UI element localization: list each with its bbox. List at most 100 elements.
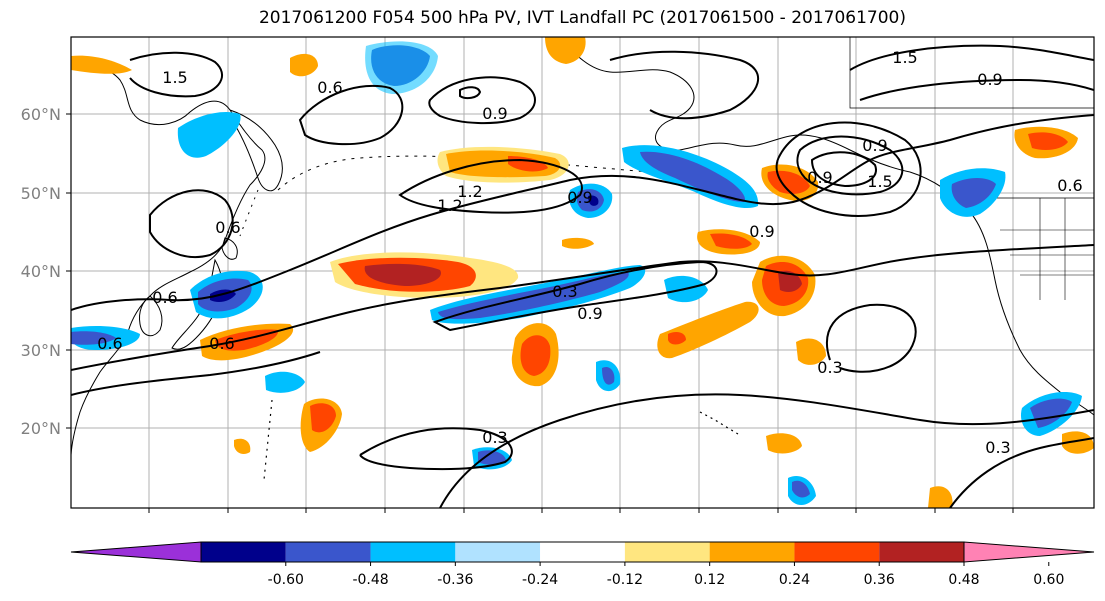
colorbar-tick-label: -0.60: [268, 572, 304, 588]
pv-contour: [849, 44, 1094, 71]
colorbar-bin: [879, 542, 964, 562]
ivt-positive-region: [364, 263, 441, 286]
colorbar-bin: [370, 542, 456, 562]
colorbar-tick-label: -0.12: [607, 572, 643, 588]
hokkaido-coastline: [221, 237, 238, 260]
ivt-negative-region: [71, 331, 116, 345]
pv-contour: [459, 86, 482, 100]
contour-label: 0.9: [482, 104, 507, 123]
contour-label: 0.9: [749, 222, 774, 241]
longitude-axis: 130°E 140°E 150°E 160°E 170°E 180°W 170°W 160°W…: [125, 508, 1041, 520]
lon-tick-label: 150°W: [751, 517, 806, 520]
ivt-negative-region: [478, 450, 506, 465]
map-panel: 1.5 0.9 1.5 0.6 0.9 1.5 1.2 0.9 0.9 0.6 0.9 0.9 1.2 0…: [21, 36, 1095, 520]
ivt-negative-region: [588, 195, 599, 206]
pv-contour: [432, 260, 718, 332]
contour-labels: 1.5 0.9 1.5 0.6 0.9 1.5 1.2 0.9 0.9 0.6 0.9 0.9 1.2 0…: [97, 48, 1082, 457]
lon-tick-label: 170°W: [593, 517, 648, 520]
colorbar-outline: [200, 541, 965, 563]
colorbar-tick-label: -0.36: [437, 572, 473, 588]
colorbar-bin: [285, 542, 371, 562]
contour-label: 0.6: [215, 218, 240, 237]
contour-label: 0.9: [567, 188, 592, 207]
colorbar-tick-label: 0.24: [779, 572, 810, 588]
pv-contour: [825, 303, 917, 373]
lon-tick-label: 120°W: [986, 517, 1041, 520]
lat-tick-label: 50°N: [21, 184, 61, 203]
lon-tick-label: 170°E: [440, 517, 489, 520]
ivt-positive-region: [310, 403, 336, 433]
ivt-positive-region: [657, 301, 759, 359]
ivt-positive-region: [520, 335, 551, 376]
colorbar-tick-label: 0.12: [694, 572, 725, 588]
colorbar-bin: [540, 542, 625, 562]
lon-tick-label: 130°E: [125, 517, 174, 520]
ivt-negative-region: [365, 41, 438, 94]
pv-contour: [796, 135, 904, 196]
contour-label: 0.3: [552, 282, 577, 301]
colorbar-tick-label: 0.36: [864, 572, 895, 588]
pv-contour: [359, 427, 513, 471]
contour-label: 0.6: [97, 334, 122, 353]
ivt-positive-region: [234, 438, 251, 454]
pv-contour: [439, 393, 1094, 508]
map-frame: [70, 36, 1095, 509]
ivt-positive-region: [545, 37, 586, 64]
lon-tick-label: 140°E: [204, 517, 253, 520]
contour-label: 1.2: [437, 196, 462, 215]
contour-label: 0.9: [577, 304, 602, 323]
colorbar-tick-label: 0.60: [1033, 572, 1064, 588]
contour-label: 0.3: [817, 358, 842, 377]
contour-label: 0.3: [985, 438, 1010, 457]
us-state-borders: [1000, 198, 1094, 300]
colorbar-extend-min: [70, 541, 202, 563]
ivt-positive-region: [766, 433, 802, 454]
ivt-positive-region: [928, 486, 953, 508]
colorbar-tick-label: -0.24: [522, 572, 558, 588]
ivt-negative-region: [792, 480, 810, 498]
contour-label: 0.3: [482, 428, 507, 447]
colorbar-bin: [624, 542, 710, 562]
ivt-positive-region: [668, 332, 686, 345]
colorbar-bin: [455, 542, 541, 562]
contour-label: 0.6: [317, 78, 342, 97]
pv-contour: [129, 51, 224, 98]
colorbar-bin: [709, 542, 795, 562]
lat-tick-label: 40°N: [21, 262, 61, 281]
ivt-negative-region: [602, 366, 615, 385]
contour-label: 1.2: [457, 182, 482, 201]
pv-contour: [859, 78, 1094, 101]
colorbar-extend-max: [963, 541, 1095, 563]
pv-contour: [71, 351, 321, 396]
ivt-positive-region: [796, 338, 826, 365]
contour-label: 0.6: [152, 288, 177, 307]
contour-label: 1.5: [867, 172, 892, 191]
ivt-negative-region: [177, 111, 241, 158]
kamchatka-coastline: [229, 109, 283, 192]
lon-tick-label: 160°E: [361, 517, 410, 520]
lon-tick-label: 140°W: [829, 517, 884, 520]
pv-contour: [149, 189, 234, 258]
kuril-islands: [239, 189, 259, 237]
korea-coastline: [139, 295, 163, 337]
pv-contours: [71, 44, 1094, 508]
ivt-positive-region: [562, 237, 594, 249]
contour-label: 1.5: [162, 68, 187, 87]
lon-tick-label: 130°W: [908, 517, 963, 520]
ivt-negative-region: [265, 371, 305, 393]
contour-label: 0.9: [977, 70, 1002, 89]
ivt-positive-region: [1062, 431, 1094, 454]
colorbar-bin: [794, 542, 880, 562]
lat-tick-label: 60°N: [21, 105, 61, 124]
ivt-positive-region: [778, 270, 802, 292]
ivt-positive-region: [1028, 132, 1068, 150]
contour-label: 0.9: [807, 168, 832, 187]
pv-contour: [775, 121, 922, 217]
contour-label: 0.6: [1057, 176, 1082, 195]
latitude-axis: 20°N 30°N 40°N 50°N 60°N: [21, 105, 71, 438]
colorbar-bin: [201, 542, 286, 562]
ivt-shading: [71, 37, 1094, 508]
pv-contour: [398, 158, 583, 214]
pv-contour: [298, 84, 404, 146]
